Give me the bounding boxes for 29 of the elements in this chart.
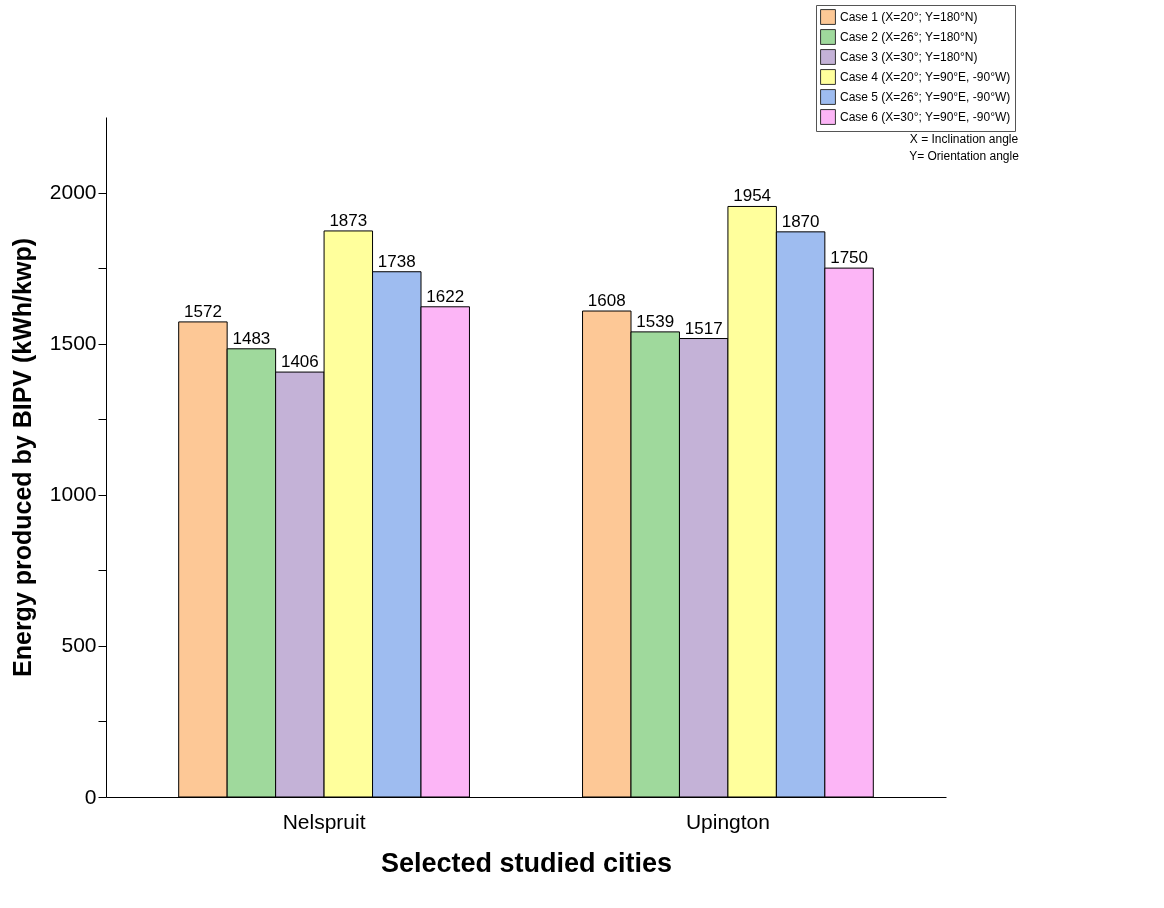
x-tick-label: Upington — [685, 809, 770, 833]
legend-label: Case 1 (X=20°; Y=180°N) — [840, 10, 978, 24]
data-label: 1738 — [377, 251, 416, 271]
y-tick-label: 500 — [61, 633, 97, 657]
legend-label: Case 3 (X=30°; Y=180°N) — [840, 50, 978, 64]
y-tick-label: 1000 — [49, 482, 97, 506]
data-label: 1608 — [587, 291, 626, 311]
data-label: 1406 — [280, 352, 319, 372]
y-axis-title: Energy produced by BIPV (kWh/kwp) — [7, 238, 36, 677]
data-label: 1870 — [781, 211, 820, 231]
y-tick-label: 0 — [84, 784, 97, 808]
annotation: X = Inclination angle — [909, 132, 1019, 146]
x-tick-label: Nelspruit — [282, 809, 366, 833]
data-label: 1539 — [636, 311, 675, 331]
legend-label: Case 4 (X=20°; Y=90°E, -90°W) — [840, 70, 1011, 84]
legend-label: Case 2 (X=26°; Y=180°N) — [840, 30, 978, 44]
y-tick-label: 1500 — [49, 331, 97, 355]
legend-label: Case 5 (X=26°; Y=90°E, -90°W) — [840, 90, 1011, 104]
y-tick-label: 2000 — [49, 180, 97, 204]
data-label: 1572 — [184, 301, 222, 321]
legend-label: Case 6 (X=30°; Y=90°E, -90°W) — [840, 110, 1011, 124]
annotation: Y= Orientation angle — [909, 149, 1020, 163]
data-label: 1750 — [830, 248, 868, 268]
data-label: 1517 — [684, 318, 723, 338]
data-label: 1873 — [329, 210, 368, 230]
data-label: 1954 — [733, 186, 772, 206]
data-label: 1483 — [232, 328, 271, 348]
data-label: 1622 — [426, 286, 465, 306]
x-axis-title: Selected studied cities — [380, 847, 673, 878]
